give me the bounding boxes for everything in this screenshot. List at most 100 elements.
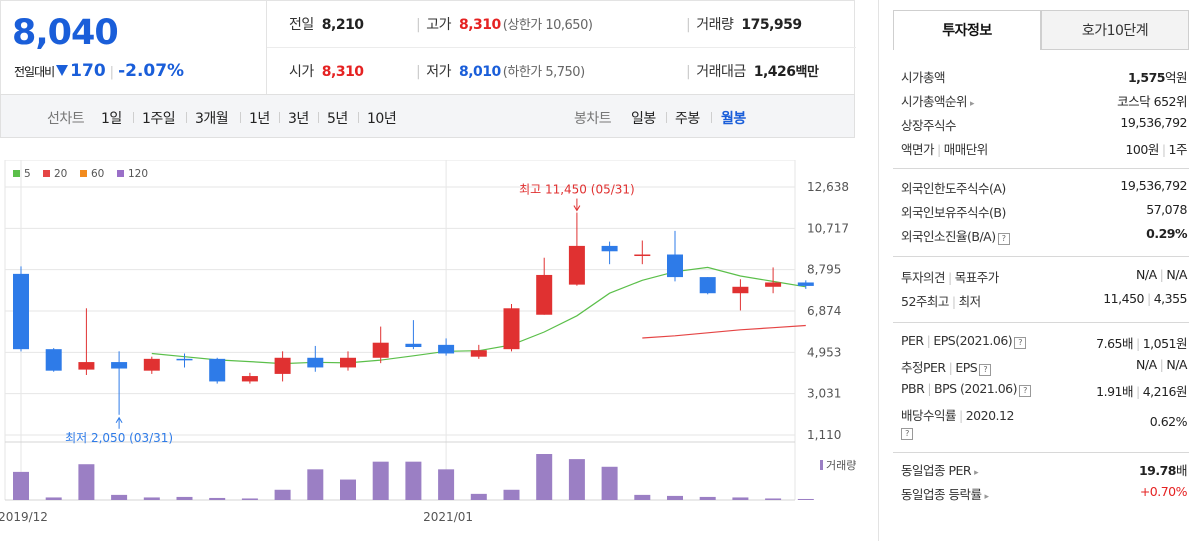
candle-body [209,358,226,382]
volume-bar [699,496,716,500]
amount-value: 1,426 [753,64,796,80]
tab-orderbook-10[interactable]: 호가10단계 [1041,10,1189,50]
candle-body [405,343,422,348]
volume-bar [438,469,455,500]
candle-body [797,282,814,286]
y-tick-label: 6,874 [807,304,841,318]
help-icon[interactable]: ? [979,364,992,376]
info-group-valuation: PER | EPS(2021.06)? 7.65배 | 1,051원 추정PER | EPS… [893,322,1189,446]
open-price: 시가 8,310 [289,61,364,81]
opinion-row: 투자의견 | 목표주가 N/A | N/A [901,267,1187,285]
volume-bar [568,459,585,500]
low-price: | 저가 8,010 (하한가 5,750) [416,64,585,80]
candle-body [45,349,62,371]
volume-legend-swatch [820,460,823,470]
legend-swatch-ma20 [43,170,50,177]
quote-box: 8,040 전일대비 170 | -2.07% 전일 8,210 | 고가 8,310 (상한… [0,0,856,95]
quote-row-2: 시가 8,310 | 저가 8,010 (하한가 5,750) | 거래대금 1,426백만 [267,48,856,95]
change-label: 전일대비 [14,65,55,79]
legend-swatch-ma60 [80,170,87,177]
volume-legend-label: 거래량 [826,459,856,472]
face-value-row: 액면가 | 매매단위 100원 | 1주 [901,142,1188,157]
period-3y[interactable]: 3년 [288,111,309,127]
volume-value: 175,959 [741,17,802,33]
candle-body [372,342,389,358]
volume-bar [372,461,389,500]
candle-monthly[interactable]: 월봉 [721,111,746,127]
tab-investment-info[interactable]: 투자정보 [893,10,1041,50]
help-icon[interactable]: ? [1019,385,1031,397]
candle-weekly[interactable]: 주봉 [675,111,700,127]
chevron-right-icon: ▸ [970,99,975,109]
help-icon[interactable]: ? [997,233,1010,245]
candle-body [307,357,324,368]
volume-bar [634,494,651,500]
period-5y[interactable]: 5년 [327,111,348,127]
candle-body [78,362,95,370]
open-label: 시가 [289,64,314,80]
dividend-row: 배당수익률 | 2020.12? 0.62% [901,408,1188,440]
y-tick-label: 10,717 [807,221,849,235]
candle-daily[interactable]: 일봉 [631,111,656,127]
industry-per-row[interactable]: 동일업종 PER ▸ 19.78배 [901,463,1188,478]
min-arrow-icon [115,416,123,424]
candle-body [13,273,29,350]
info-group-market-cap: 시가총액 1,575억원 시가총액순위 ▸ 코스닥 652위 상장주식수 19,5… [893,62,1189,162]
volume: | 거래량 175,959 [686,17,802,33]
legend-label-ma60: 60 [91,168,104,180]
candle-body [143,358,160,371]
trade-amount: | 거래대금 1,426백만 [686,64,819,80]
info-group-foreign: 외국인한도주식수(A) 19,536,792 외국인보유주식수(B) 57,07… [893,168,1189,252]
period-3m[interactable]: 3개월 [195,111,229,127]
price-chart: 5 20 60 120 1,110 3,031 4,953 6,874 8,795 10,717 1… [0,160,878,541]
candle-body [503,308,520,350]
period-1y[interactable]: 1년 [249,111,270,127]
min-annotation: 최저 2,050 (03/31) [65,431,173,445]
candle-body [765,282,782,287]
listed-shares-row: 상장주식수 19,536,792 [901,115,1187,133]
candle-body [176,358,193,361]
volume-bar [765,498,782,500]
volume-bar [307,469,324,500]
candle-body [470,350,487,357]
chevron-right-icon: ▸ [974,468,979,478]
volume-bar [536,454,553,500]
help-icon[interactable]: ? [901,428,913,440]
open-value: 8,310 [321,64,364,80]
high-price: | 고가 8,310 (상한가 10,650) [416,17,593,33]
candle-chart-label: 봉차트 [574,111,612,127]
help-icon[interactable]: ? [1014,337,1027,349]
volume-bar [503,489,520,500]
legend-label-ma20: 20 [54,168,67,180]
x-tick-label: 2021/01 [423,510,473,524]
amount-label: 거래대금 [696,64,746,80]
market-cap-rank-row[interactable]: 시가총액순위 ▸ 코스닥 652위 [901,94,1187,109]
volume-bar [45,497,62,500]
foreign-limit-row: 외국인한도주식수(A) 19,536,792 [901,178,1187,196]
volume-bar [797,498,814,500]
candle-body [438,344,455,354]
period-1d[interactable]: 1일 [101,111,122,127]
volume-bar [13,471,29,500]
y-tick-label: 12,638 [807,180,849,194]
stock-summary-panel: 8,040 전일대비 170 | -2.07% 전일 8,210 | 고가 8,310 (상한… [0,0,878,541]
foreign-ratio-row: 외국인소진율(B/A)? 0.29% [901,226,1187,245]
industry-change-row[interactable]: 동일업종 등락률 ▸ +0.70% [901,484,1188,502]
quote-row-1: 전일 8,210 | 고가 8,310 (상한가 10,650) | 거래량 175,959 [267,1,856,48]
period-10y[interactable]: 10년 [367,111,397,127]
volume-bar [241,498,258,500]
low-label: 저가 [426,64,451,80]
period-1w[interactable]: 1주일 [142,111,176,127]
candlestick-chart-svg: 5 20 60 120 1,110 3,031 4,953 6,874 8,795 10,717 1… [0,160,856,524]
prev-close: 전일 8,210 [289,14,364,34]
volume-label: 거래량 [696,17,734,33]
change-line: 전일대비 170 | -2.07% [14,61,184,81]
high-label: 고가 [426,17,451,33]
info-group-industry: 동일업종 PER ▸ 19.78배 동일업종 등락률 ▸ +0.70% [893,452,1189,512]
low-value: 8,010 [458,64,501,80]
market-cap-row: 시가총액 1,575억원 [901,70,1188,85]
investment-info-panel: 투자정보 호가10단계 시가총액 1,575억원 시가총액순위 ▸ 코스닥 652… [878,0,1198,541]
period-selector-bar: 선차트 1일 1주일 3개월 1년 3년 5년 10년 봉차트 일봉 주봉 월봉 [0,94,855,138]
candle-body [699,277,716,294]
x-tick-label: 2019/12 [0,510,48,524]
